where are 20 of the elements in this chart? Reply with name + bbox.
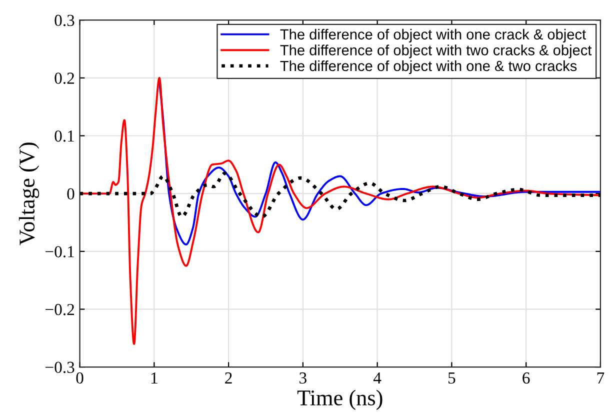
x-axis-title: Time (ns) (297, 390, 382, 410)
x-tick-label: 6 (522, 372, 530, 384)
x-tick-label: 0 (76, 372, 84, 384)
y-tick-label: −0.1 (46, 246, 74, 258)
x-tick-label: 5 (448, 372, 456, 384)
y-axis-title: Voltage (V) (18, 142, 40, 246)
legend-label: The difference of object with one & two cracks (280, 60, 577, 74)
x-tick-label: 1 (151, 372, 158, 384)
y-tick-label: −0.3 (46, 362, 74, 374)
legend-label: The difference of object with one crack & object (280, 28, 586, 42)
y-tick-label: 0.3 (54, 14, 74, 26)
x-tick-label: 3 (300, 372, 306, 384)
y-tick-label: 0.1 (54, 130, 74, 142)
y-tick-label: 0 (67, 188, 74, 200)
x-tick-label: 4 (373, 372, 382, 384)
y-tick-label: 0.2 (54, 72, 74, 84)
y-tick-label: −0.2 (46, 304, 74, 316)
x-tick-label: 7 (597, 372, 604, 384)
legend-label: The difference of object with two cracks & object (280, 44, 592, 58)
x-tick-label: 2 (225, 372, 232, 384)
